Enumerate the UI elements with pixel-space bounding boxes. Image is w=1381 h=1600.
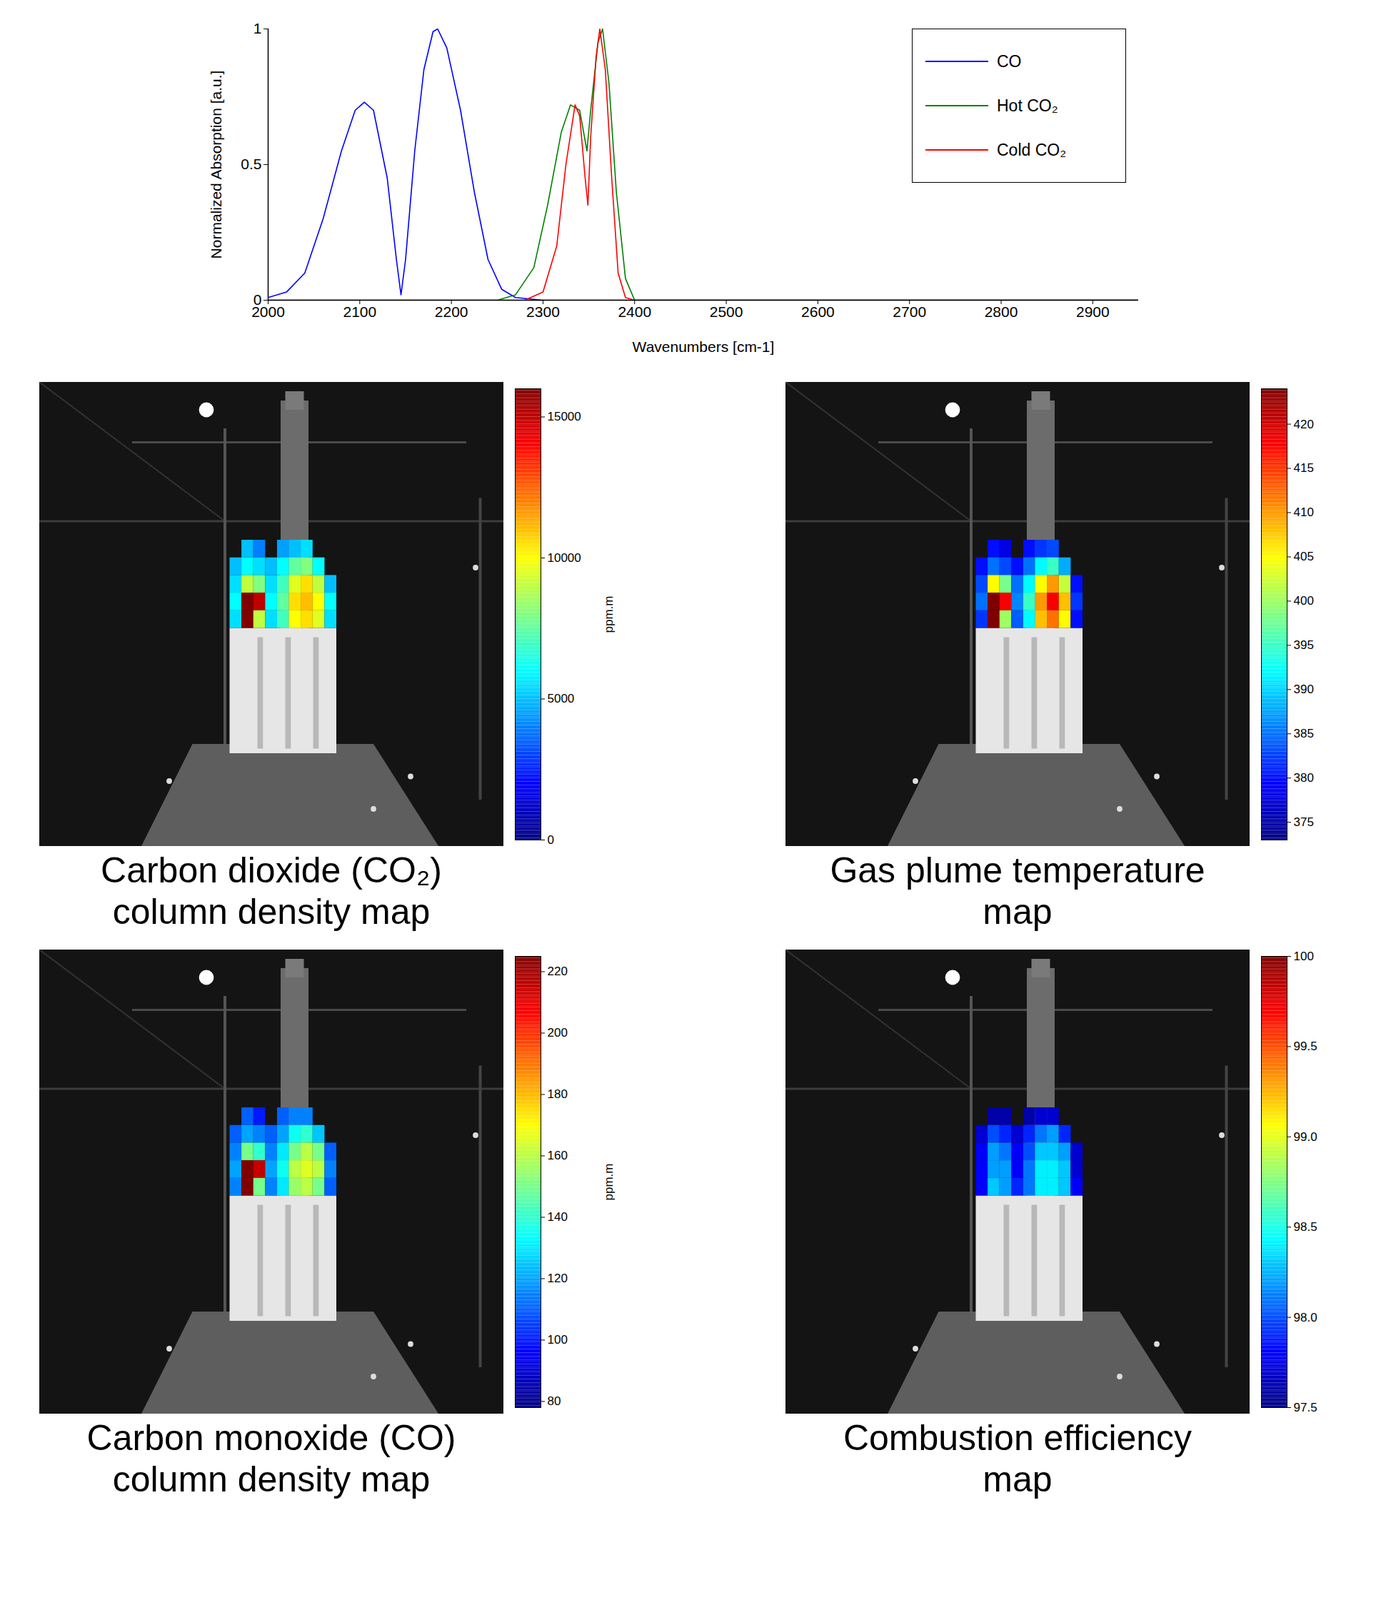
svg-text:98.5: 98.5 <box>1293 1220 1318 1234</box>
svg-text:140: 140 <box>547 1210 568 1224</box>
html-text:CO: CO <box>996 51 1022 71</box>
svg-text:99.0: 99.0 <box>1293 1130 1318 1144</box>
svg-text:99.5: 99.5 <box>1293 1039 1318 1054</box>
svg-text:100: 100 <box>1293 949 1314 964</box>
svg-text:2000: 2000 <box>251 303 285 320</box>
html-text:Cold CO₂: Cold CO₂ <box>996 140 1067 159</box>
svg-text:400: 400 <box>1293 594 1314 608</box>
html-text:Carbon monoxide (CO) column de: Carbon monoxide (CO) column density map <box>86 1418 456 1500</box>
svg-text:ppm.m: ppm.m <box>601 1163 616 1202</box>
html-text:Gas plume temperature map: Gas plume temperature map <box>830 850 1206 932</box>
svg-text:ppm.m: ppm.m <box>601 596 616 634</box>
svg-text:410: 410 <box>1293 505 1314 520</box>
svg-text:2700: 2700 <box>892 303 927 320</box>
svg-text:160: 160 <box>547 1148 568 1163</box>
svg-text:380: 380 <box>1293 771 1314 785</box>
svg-text:2200: 2200 <box>434 303 469 320</box>
svg-text:120: 120 <box>547 1271 568 1286</box>
svg-text:390: 390 <box>1293 682 1314 697</box>
svg-text:98.0: 98.0 <box>1293 1311 1318 1325</box>
svg-text:1: 1 <box>253 19 263 37</box>
svg-text:220: 220 <box>547 964 568 979</box>
svg-text:97.5: 97.5 <box>1293 1400 1318 1414</box>
svg-text:Wavenumbers [cm-1]: Wavenumbers [cm-1] <box>632 338 775 355</box>
svg-text:2800: 2800 <box>984 303 1019 320</box>
html-text:Combustion efficiency map: Combustion efficiency map <box>843 1418 1192 1500</box>
svg-text:2900: 2900 <box>1076 303 1110 320</box>
svg-text:15000: 15000 <box>547 409 582 424</box>
svg-text:80: 80 <box>547 1394 562 1409</box>
svg-text:10000: 10000 <box>547 551 582 565</box>
svg-text:0.5: 0.5 <box>240 155 262 173</box>
svg-text:200: 200 <box>547 1026 568 1040</box>
svg-text:180: 180 <box>547 1087 568 1102</box>
svg-text:2300: 2300 <box>526 303 560 320</box>
svg-text:2100: 2100 <box>342 303 377 320</box>
svg-text:0: 0 <box>547 833 555 847</box>
svg-text:405: 405 <box>1293 549 1314 564</box>
svg-text:2400: 2400 <box>617 303 652 320</box>
html-text:Carbon dioxide (CO₂) column de: Carbon dioxide (CO₂) column density map <box>100 850 443 932</box>
svg-text:415: 415 <box>1293 461 1314 475</box>
svg-text:5000: 5000 <box>547 691 575 706</box>
svg-text:395: 395 <box>1293 638 1314 652</box>
svg-text:0: 0 <box>253 291 262 308</box>
svg-text:Normalized Absorption [a.u.]: Normalized Absorption [a.u.] <box>207 70 225 260</box>
svg-text:100: 100 <box>547 1333 568 1347</box>
svg-text:420: 420 <box>1293 417 1314 432</box>
svg-text:375: 375 <box>1293 815 1314 830</box>
html-text:Hot CO₂: Hot CO₂ <box>996 96 1058 115</box>
svg-text:385: 385 <box>1293 726 1314 741</box>
svg-text:2500: 2500 <box>709 303 744 320</box>
svg-text:2600: 2600 <box>801 303 835 320</box>
